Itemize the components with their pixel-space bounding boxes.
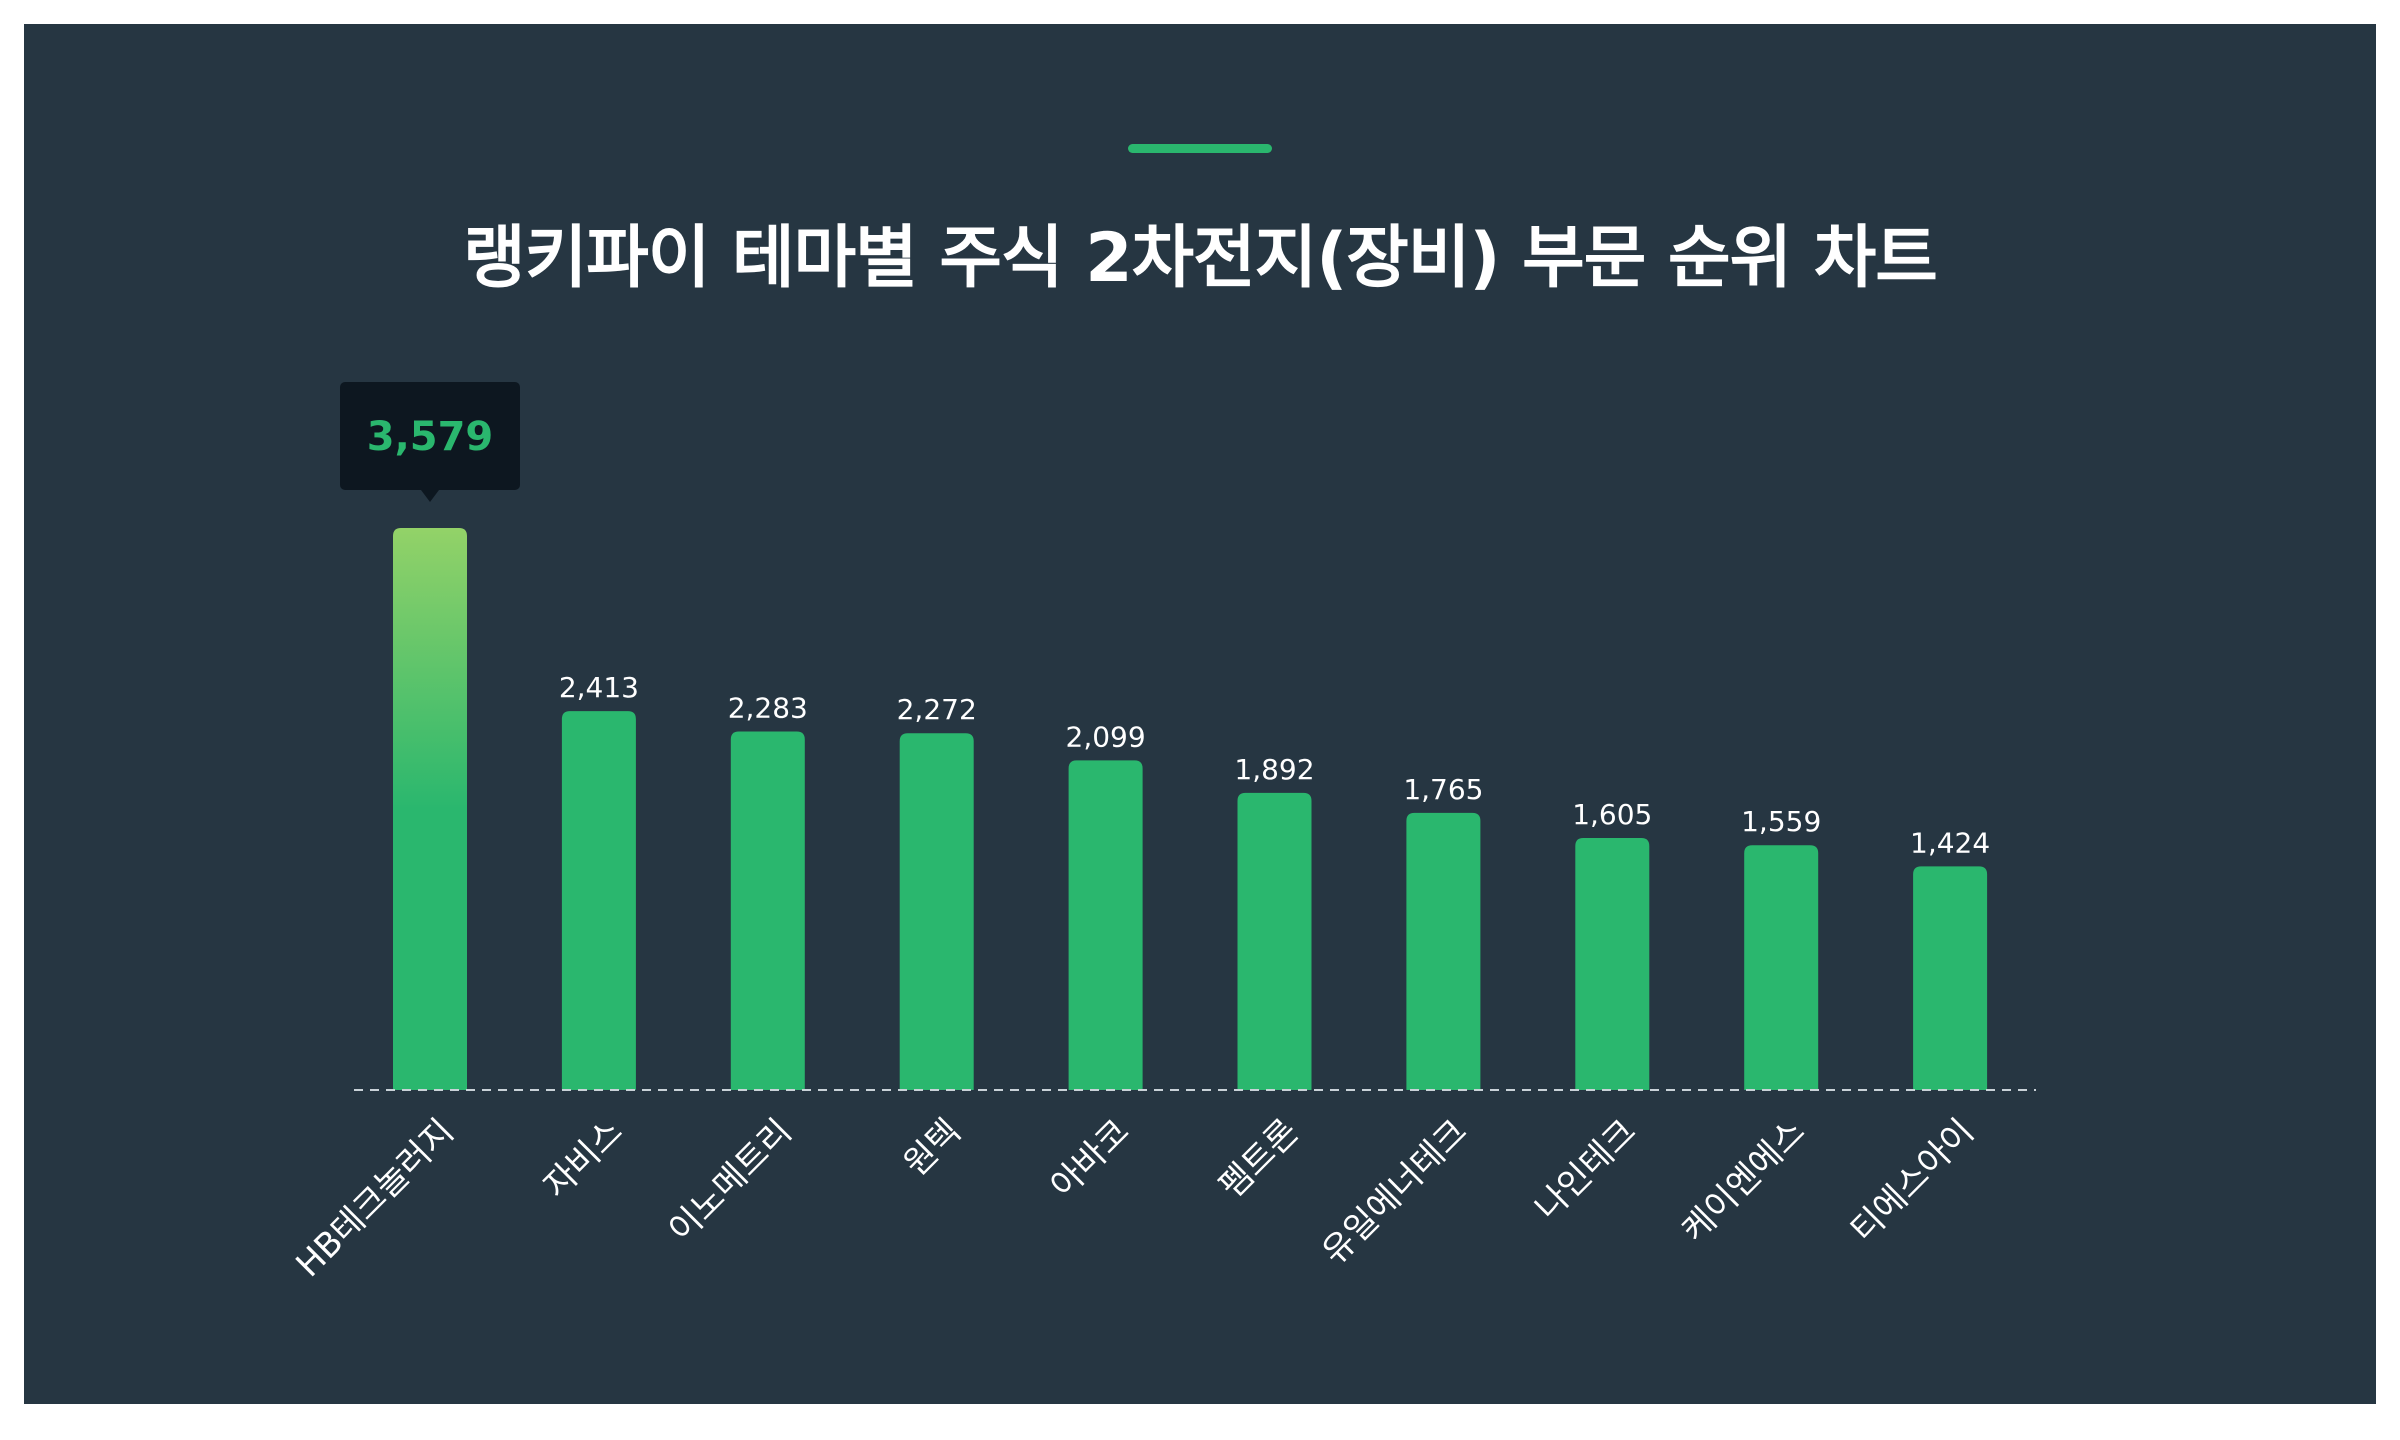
bar-5[interactable] xyxy=(1068,760,1143,1090)
category-label-3: 이노메트리 xyxy=(661,1112,800,1251)
value-label-4: 2,272 xyxy=(897,693,977,726)
bar-6[interactable] xyxy=(1237,792,1312,1090)
category-label-8: 나인테크 xyxy=(1527,1112,1644,1229)
category-label-5: 아바코 xyxy=(1043,1112,1138,1207)
value-label-10: 1,424 xyxy=(1910,826,1990,859)
category-label-9: 케이엔에스 xyxy=(1674,1112,1813,1251)
category-label-2: 자비스 xyxy=(536,1112,631,1207)
bar-10[interactable] xyxy=(1913,866,1988,1090)
bar-9[interactable] xyxy=(1744,845,1819,1090)
bar-8[interactable] xyxy=(1575,837,1650,1090)
bar-4[interactable] xyxy=(899,733,974,1090)
tooltip-pointer xyxy=(421,490,439,502)
value-label-3: 2,283 xyxy=(728,692,808,725)
bars-layer xyxy=(393,528,1988,1090)
tooltip-value: 3,579 xyxy=(367,414,494,460)
tooltip: 3,579 xyxy=(340,382,520,502)
value-label-6: 1,892 xyxy=(1234,753,1314,786)
bar-3[interactable] xyxy=(730,731,805,1090)
value-label-9: 1,559 xyxy=(1741,805,1821,838)
category-label-7: 유일에너테크 xyxy=(1314,1112,1475,1273)
bar-7[interactable] xyxy=(1406,812,1481,1090)
title-accent-bar xyxy=(1128,144,1272,153)
category-label-6: 펨트론 xyxy=(1212,1112,1307,1207)
bar-chart: HB테크놀러지 자비스 2,413 이노메트리 2,283 원텍 2,272 아바코 2,099… xyxy=(288,382,2036,1285)
tooltip-box xyxy=(340,382,520,490)
value-label-7: 1,765 xyxy=(1403,773,1483,806)
value-label-5: 2,099 xyxy=(1066,720,1146,753)
value-label-8: 1,605 xyxy=(1572,798,1652,831)
category-label-4: 원텍 xyxy=(896,1112,969,1185)
bar-2[interactable] xyxy=(561,711,636,1090)
chart-title: 랭키파이 테마별 주식 2차전지(장비) 부문 순위 차트 xyxy=(463,219,1938,298)
value-label-2: 2,413 xyxy=(559,671,639,704)
category-label-1: HB테크놀러지 xyxy=(288,1112,461,1285)
category-label-10: 티에스아이 xyxy=(1843,1112,1982,1251)
chart-panel: 랭키파이 테마별 주식 2차전지(장비) 부문 순위 차트 HB테크놀러지 자비스… xyxy=(24,24,2376,1404)
bar-1[interactable] xyxy=(393,528,467,1090)
